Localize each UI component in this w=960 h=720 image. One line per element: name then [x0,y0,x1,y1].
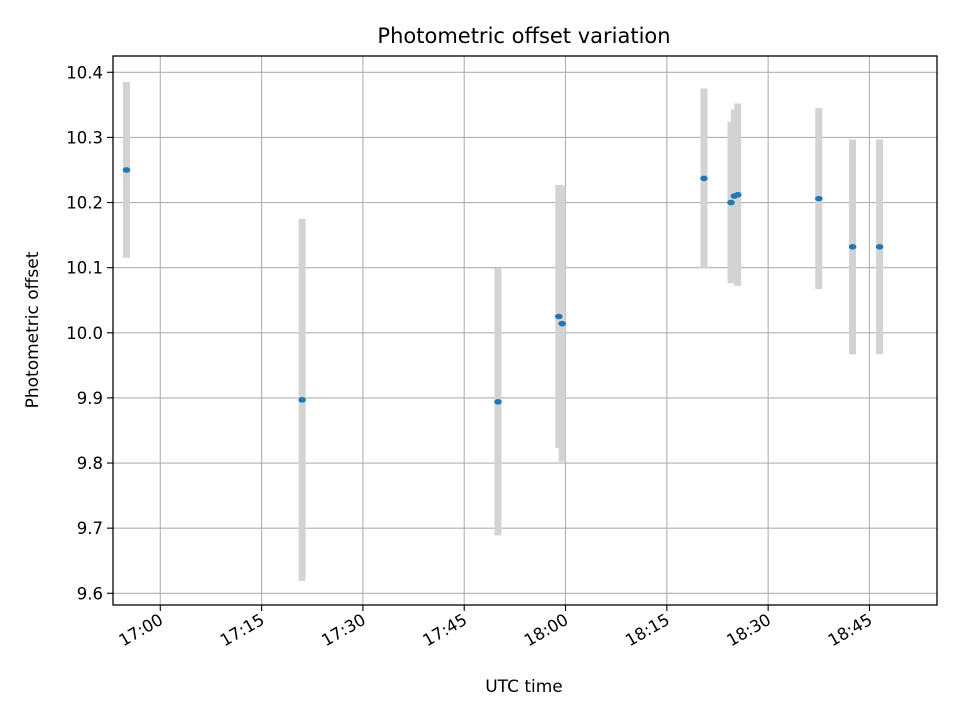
y-tick-label: 10.1 [66,259,103,278]
plot-area-frame [112,55,938,606]
grid-layer [113,56,937,605]
errorbar-layer [123,82,884,581]
x-axis-label: UTC time [485,677,563,697]
x-tick-label: 18:45 [825,610,876,650]
y-tick-label: 10.3 [66,128,103,147]
x-tick-label: 18:00 [521,610,572,650]
data-point [494,399,502,405]
data-point [122,167,131,173]
data-point [554,313,563,320]
x-tick-label: 18:30 [723,610,774,650]
y-axis-label: Photometric offset [23,251,43,408]
y-tick-label: 10.2 [66,194,103,213]
y-tick-label: 9.8 [77,454,103,473]
data-point [733,191,742,198]
data-point [848,244,857,250]
data-point [815,195,823,202]
x-tick-label: 17:45 [420,610,471,650]
data-point [700,175,708,182]
point-layer [122,167,884,405]
chart-title: Photometric offset variation [377,24,670,48]
data-point [558,320,566,327]
y-tick-label: 9.6 [77,584,103,603]
y-tick-label: 10.4 [66,63,103,82]
data-point [727,199,735,206]
data-point [298,397,306,403]
x-tick-label: 17:30 [318,610,369,650]
tick-layer: 17:00 17:15 17:30 17:45 18:00 18:15 18:30 18:45… [66,63,875,650]
y-tick-label: 9.7 [77,519,103,538]
y-tick-label: 9.9 [77,389,103,408]
x-tick-label: 17:00 [116,610,167,650]
x-tick-label: 17:15 [217,610,268,650]
x-tick-label: 18:15 [622,610,673,650]
y-tick-label: 10.0 [66,324,103,343]
data-point [875,244,884,250]
